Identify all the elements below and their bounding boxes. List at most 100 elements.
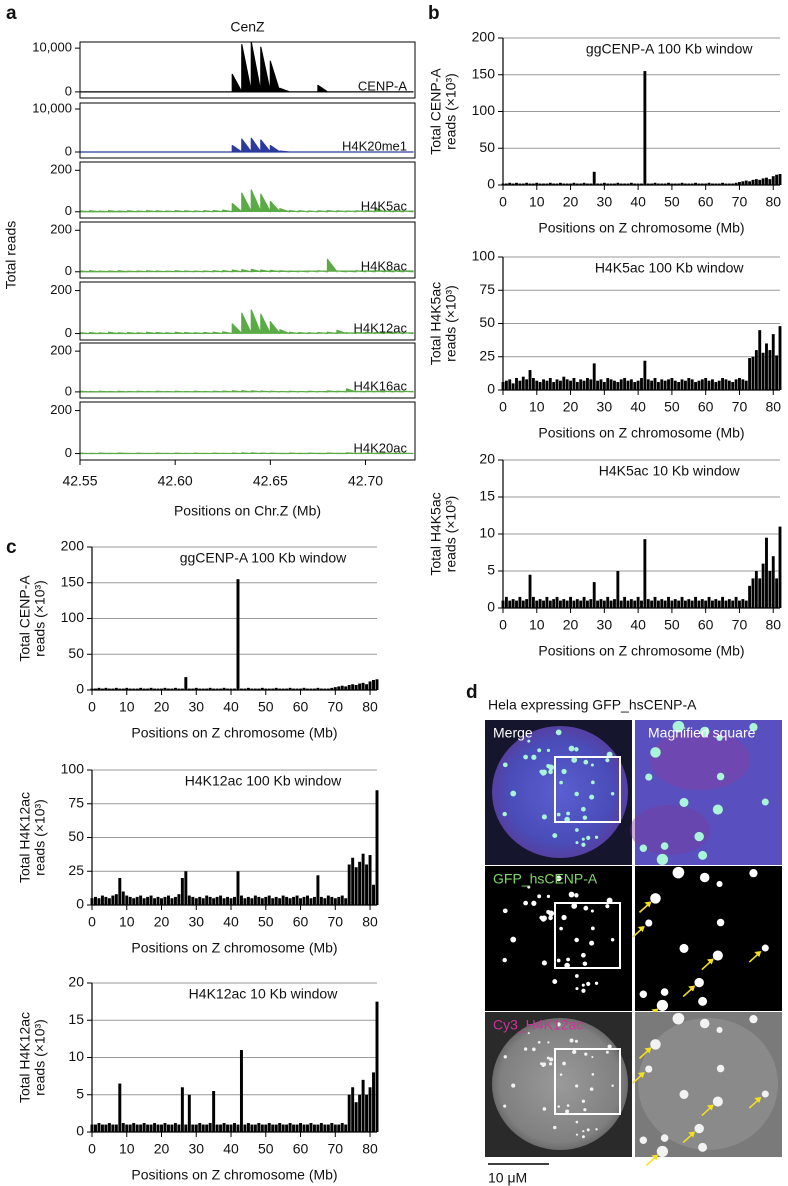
bar xyxy=(765,343,768,390)
spot xyxy=(564,816,570,823)
bar xyxy=(771,176,775,185)
bar xyxy=(646,183,650,185)
bar xyxy=(683,183,687,185)
bar xyxy=(278,1123,282,1132)
bar xyxy=(660,379,664,390)
bar xyxy=(278,688,282,690)
bar xyxy=(292,688,296,690)
bar xyxy=(236,579,240,690)
bar xyxy=(650,380,654,390)
x-axis-label: Positions on Z chromosome (Mb) xyxy=(538,425,744,441)
bar xyxy=(700,379,704,390)
spot-magnified xyxy=(656,999,669,1012)
bar xyxy=(528,183,532,185)
spot-magnified xyxy=(716,1064,725,1073)
y-tick-label: 50 xyxy=(68,645,84,661)
bar xyxy=(565,183,569,185)
bar xyxy=(125,895,129,905)
bar xyxy=(643,539,647,608)
spot xyxy=(581,952,586,958)
bar xyxy=(768,350,772,390)
x-tick-label: 80 xyxy=(765,194,781,210)
bar xyxy=(761,178,765,185)
bar xyxy=(616,382,620,390)
spot xyxy=(575,1120,579,1124)
bar xyxy=(271,688,275,690)
bar xyxy=(306,895,309,905)
bar xyxy=(727,183,731,185)
bar xyxy=(694,596,697,608)
track-label: H4K12ac xyxy=(354,320,408,335)
bar xyxy=(687,378,691,390)
bar xyxy=(358,861,362,905)
bar xyxy=(323,688,327,690)
spot xyxy=(591,1055,594,1059)
bar xyxy=(198,1123,202,1132)
bar xyxy=(340,685,344,690)
bar xyxy=(738,182,741,185)
spot xyxy=(532,1047,536,1052)
bar xyxy=(697,380,701,390)
bar xyxy=(107,688,111,690)
bar xyxy=(208,896,212,905)
bar xyxy=(212,688,216,690)
plot-frame xyxy=(79,221,416,279)
bar xyxy=(589,379,593,390)
bar xyxy=(288,687,292,690)
bar xyxy=(596,380,600,390)
x-tick-label: 30 xyxy=(188,1141,204,1157)
x-tick-label: 70 xyxy=(328,699,344,715)
bar xyxy=(663,600,667,608)
bar xyxy=(184,871,188,905)
spot xyxy=(527,739,531,743)
bar xyxy=(372,1072,376,1132)
bar xyxy=(354,867,358,905)
bar xyxy=(142,898,146,905)
y-axis-label: reads (×10³) xyxy=(443,73,459,150)
arrow-head xyxy=(706,958,714,965)
bar xyxy=(219,688,223,690)
bar xyxy=(721,596,725,608)
spot xyxy=(589,940,595,946)
arrow-head xyxy=(706,1104,714,1111)
spot xyxy=(590,780,595,785)
bar xyxy=(660,599,664,608)
spot xyxy=(610,792,615,796)
bar xyxy=(198,688,202,690)
bar xyxy=(253,688,257,690)
bar xyxy=(330,1123,334,1132)
image-label: Merge xyxy=(493,725,533,741)
bar xyxy=(521,376,525,390)
track-label: H4K8ac xyxy=(361,258,408,273)
spot xyxy=(557,1105,560,1108)
bar xyxy=(670,183,674,185)
x-tick-label: 0 xyxy=(499,194,507,210)
bar xyxy=(160,898,163,905)
bar xyxy=(700,599,704,608)
spot xyxy=(571,903,578,909)
spot xyxy=(502,762,508,768)
bar xyxy=(545,183,549,185)
spot-magnified xyxy=(749,1015,758,1024)
zoom-square xyxy=(554,902,621,969)
bar xyxy=(104,896,108,905)
bar xyxy=(121,891,125,905)
y-tick-label: 0 xyxy=(65,143,72,158)
x-tick-label: 0 xyxy=(88,699,96,715)
bar xyxy=(511,383,515,390)
spot xyxy=(531,900,537,906)
bar xyxy=(619,379,623,390)
bar xyxy=(562,599,566,608)
bar xyxy=(149,1124,153,1132)
spot xyxy=(561,768,567,775)
x-tick-label: 40 xyxy=(223,1141,239,1157)
image-background xyxy=(635,866,782,1011)
spot xyxy=(575,1084,579,1088)
bar xyxy=(163,896,167,905)
bar xyxy=(323,898,327,905)
bar xyxy=(586,600,589,608)
y-tick-label: 15 xyxy=(68,1011,84,1027)
bar xyxy=(667,182,670,185)
y-tick-label: 75 xyxy=(68,794,84,810)
spot xyxy=(586,835,591,840)
